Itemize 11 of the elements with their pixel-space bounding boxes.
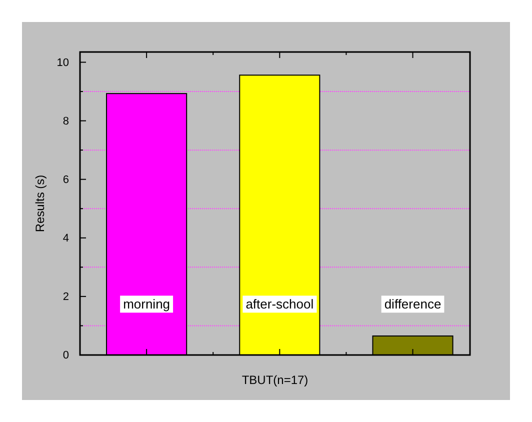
y-tick-label: 4 — [62, 232, 69, 244]
x-axis-title: TBUT(n=17) — [242, 373, 308, 387]
y-tick-label: 8 — [62, 115, 69, 128]
x-tick-label: after-school — [246, 296, 314, 312]
y-tick-label: 6 — [62, 174, 69, 186]
y-tick-label: 0 — [62, 350, 69, 362]
y-tick-label: 10 — [56, 56, 69, 69]
x-tick-label: difference — [384, 296, 442, 312]
y-tick-label: 2 — [62, 290, 69, 303]
x-tick-label: morning — [123, 296, 170, 312]
y-axis-title: Results (s) — [33, 174, 47, 232]
